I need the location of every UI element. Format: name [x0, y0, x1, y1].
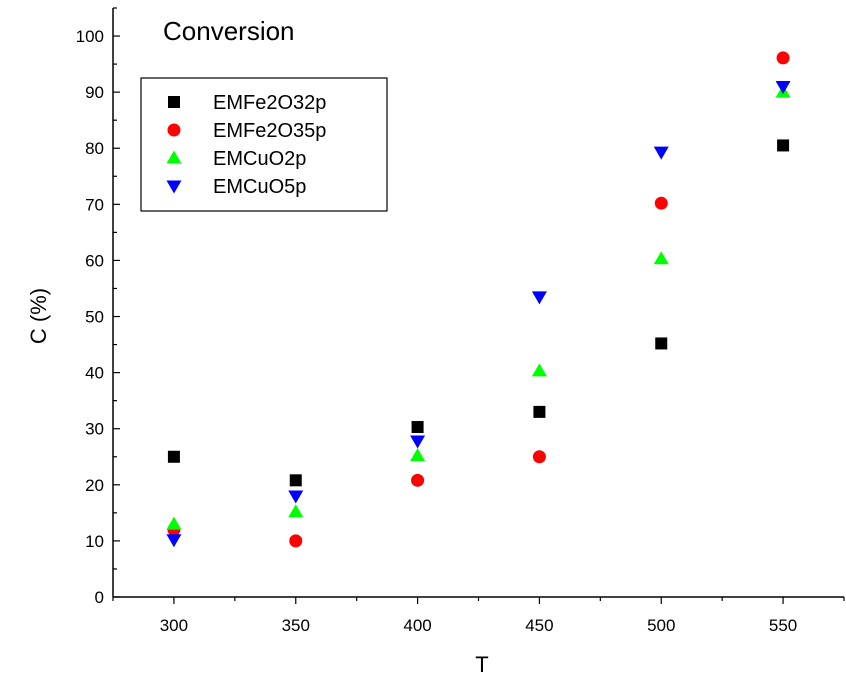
y-tick-label: 10 — [85, 532, 104, 551]
chart-title: Conversion — [163, 16, 295, 46]
legend-marker-triangle-up — [166, 150, 182, 164]
data-point-triangle-down — [531, 291, 547, 305]
data-point-triangle-up — [166, 516, 182, 530]
y-tick-label: 20 — [85, 476, 104, 495]
data-point-square — [411, 421, 424, 434]
y-tick-label: 80 — [85, 139, 104, 158]
x-tick-label: 500 — [647, 616, 675, 635]
y-tick-label: 60 — [85, 251, 104, 270]
data-point-triangle-down — [410, 435, 426, 449]
y-tick-label: 90 — [85, 83, 104, 102]
data-point-triangle-up — [531, 363, 547, 377]
data-point-triangle-up — [653, 251, 669, 265]
data-point-circle — [289, 534, 303, 548]
y-tick-label: 50 — [85, 308, 104, 327]
legend-label: EMFe2O35p — [213, 120, 326, 142]
legend: EMFe2O32p EMFe2O35p EMCuO2p EMCuO5p — [140, 77, 388, 212]
legend-label: EMFe2O32p — [213, 92, 326, 114]
data-point-circle — [776, 51, 790, 65]
data-point-triangle-down — [288, 490, 304, 504]
data-point-square — [655, 337, 668, 350]
y-tick-label: 0 — [95, 588, 104, 607]
data-point-square — [289, 474, 302, 487]
legend-label: EMCuO5p — [213, 176, 306, 198]
legend-label: EMCuO2p — [213, 148, 306, 170]
data-point-triangle-up — [288, 504, 304, 518]
data-point-square — [533, 405, 546, 418]
legend-box — [140, 77, 388, 212]
x-tick-label: 350 — [282, 616, 310, 635]
legend-marker-circle — [167, 123, 181, 137]
data-point-triangle-down — [166, 534, 182, 548]
data-point-circle — [654, 196, 668, 210]
data-point-square — [777, 139, 790, 152]
data-point-triangle-up — [410, 448, 426, 462]
x-tick-label: 550 — [769, 616, 797, 635]
x-tick-label: 450 — [525, 616, 553, 635]
y-tick-label: 30 — [85, 420, 104, 439]
x-tick-label: 300 — [160, 616, 188, 635]
legend-marker-triangle-down — [166, 180, 182, 194]
y-tick-label: 70 — [85, 195, 104, 214]
legend-marker-square — [168, 96, 180, 108]
x-axis-title: T — [475, 652, 488, 677]
y-axis-title: C (%) — [26, 288, 51, 344]
plot-area: 0 10 20 30 40 50 60 70 80 90 100 300 350 400 450 500 550 — [76, 7, 845, 635]
y-tick-label: 100 — [76, 27, 104, 46]
y-tick-label: 40 — [85, 364, 104, 383]
data-point-circle — [532, 450, 546, 464]
x-tick-label: 400 — [403, 616, 431, 635]
data-point-triangle-down — [653, 146, 669, 160]
data-point-circle — [411, 473, 425, 487]
data-point-square — [167, 450, 180, 463]
data-point-triangle-down — [775, 81, 791, 95]
